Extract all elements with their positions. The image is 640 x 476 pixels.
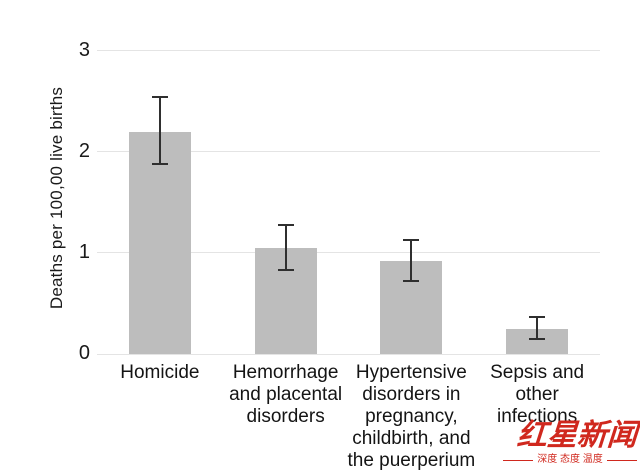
gridline-0 — [97, 354, 600, 355]
tagline-left-rule — [503, 459, 534, 461]
error-bar-part — [151, 96, 168, 99]
gridline-2 — [97, 151, 600, 152]
error-bar-2 — [277, 223, 294, 272]
tagline-right-rule — [606, 459, 637, 461]
error-bar-1 — [151, 96, 168, 166]
error-bar-part — [410, 238, 413, 283]
category-label-1: Homicide — [120, 362, 200, 383]
error-bar-part — [284, 223, 287, 272]
category-label-2: Hemorrhage and placental disorders — [229, 362, 343, 427]
error-bar-part — [403, 238, 420, 241]
error-bar-3 — [403, 238, 420, 283]
error-bar-part — [151, 163, 168, 166]
bar-1 — [128, 131, 191, 354]
error-bar-part — [277, 269, 294, 272]
gridline-3 — [97, 50, 600, 51]
error-bar-part — [529, 315, 546, 318]
y-tick-label-0: 0 — [78, 342, 90, 364]
error-bar-part — [403, 280, 420, 283]
error-bar-part — [536, 315, 539, 340]
watermark-logo: 红星新闻 深度 态度 温度 — [503, 419, 639, 466]
error-bar-part — [277, 223, 294, 226]
error-bar-4 — [529, 315, 546, 340]
error-bar-part — [158, 96, 161, 166]
category-label-3: Hypertensive disorders in pregnancy, chi… — [347, 362, 476, 471]
tagline-text: 深度 态度 温度 — [537, 454, 603, 465]
brand-tagline: 深度 态度 温度 — [503, 454, 637, 466]
gridline-1 — [97, 252, 600, 253]
category-label-4: Sepsis and other infections — [490, 362, 585, 427]
y-tick-label-2: 2 — [78, 140, 90, 162]
y-tick-label-3: 3 — [78, 39, 90, 61]
y-tick-label-1: 1 — [78, 241, 90, 263]
error-bar-part — [529, 337, 546, 340]
brand-name: 红星新闻 — [515, 419, 639, 452]
y-axis-label: Deaths per 100,00 live births — [47, 86, 66, 310]
